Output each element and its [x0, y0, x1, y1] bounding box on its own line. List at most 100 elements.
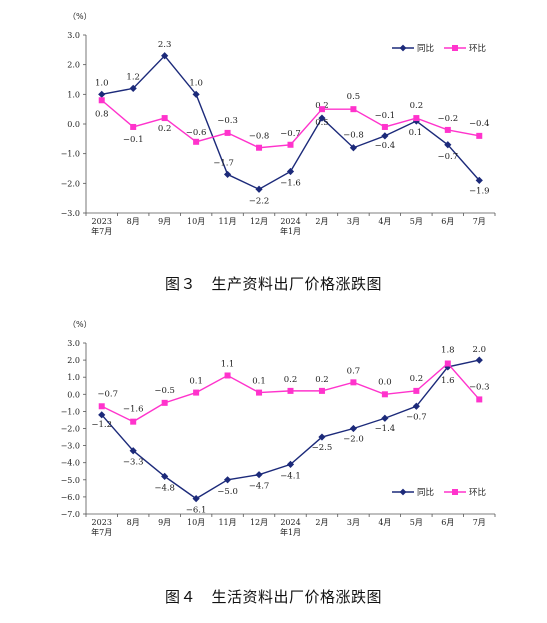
- x-tick-label: 11月: [218, 217, 236, 226]
- data-point-yoy: [192, 90, 200, 98]
- data-label-yoy: −5.0: [217, 487, 238, 497]
- legend-label: 同比: [417, 43, 434, 54]
- data-point-yoy: [98, 90, 106, 98]
- x-tick-label: 8月: [127, 518, 140, 527]
- data-point-mom: [476, 396, 483, 403]
- data-label-yoy: 0.2: [315, 101, 329, 111]
- data-point-mom: [381, 391, 388, 398]
- x-tick-label: 年7月: [91, 226, 112, 236]
- data-label-mom: 1.1: [221, 359, 235, 369]
- data-label-yoy: −0.4: [375, 141, 396, 151]
- x-tick-label: 2024: [280, 518, 300, 527]
- data-point-mom: [444, 360, 451, 367]
- x-tick-label: 年7月: [91, 527, 112, 537]
- data-point-yoy: [475, 356, 483, 364]
- x-tick-label: 7月: [473, 518, 486, 527]
- x-tick-label: 5月: [410, 217, 423, 226]
- data-label-yoy: 1.0: [95, 78, 109, 88]
- x-tick-label: 11月: [218, 518, 236, 527]
- data-label-mom: 0.8: [95, 109, 109, 119]
- data-label-mom: −1.6: [123, 405, 144, 415]
- data-label-yoy: −1.9: [469, 186, 490, 196]
- x-tick-label: 8月: [127, 217, 140, 226]
- data-label-mom: 0.2: [410, 374, 424, 384]
- x-tick-label: 5月: [410, 518, 423, 527]
- x-tick-label: 9月: [158, 518, 171, 527]
- data-point-yoy: [255, 185, 263, 193]
- y-tick-label: 2.0: [67, 61, 80, 70]
- data-label-yoy: 2.3: [158, 40, 172, 50]
- x-tick-label: 10月: [187, 217, 205, 226]
- unit-label: （%）: [68, 12, 92, 21]
- data-point-mom: [98, 97, 105, 104]
- data-point-mom: [130, 418, 137, 425]
- data-point-mom: [350, 106, 357, 113]
- data-point-mom: [381, 123, 388, 130]
- x-tick-label: 6月: [441, 217, 454, 226]
- data-point-mom: [224, 372, 231, 379]
- y-tick-label: −1.0: [61, 150, 80, 159]
- data-point-yoy: [192, 495, 200, 503]
- x-tick-label: 2023: [92, 518, 112, 527]
- x-tick-label: 2024: [280, 217, 300, 226]
- data-point-mom: [476, 132, 483, 139]
- x-tick-label: 7月: [473, 217, 486, 226]
- data-point-yoy: [381, 132, 389, 140]
- y-tick-label: −3.0: [61, 209, 80, 218]
- data-point-mom: [318, 106, 325, 113]
- chart-caption-producer-goods: 图３ 生产资料出厂价格涨跌图: [164, 275, 382, 293]
- chart-caption-consumer-goods: 图４ 生活资料出厂价格涨跌图: [164, 588, 382, 606]
- y-tick-label: −2.0: [61, 179, 80, 188]
- data-label-mom: 0.5: [347, 92, 361, 102]
- x-tick-label: 2月: [315, 217, 328, 226]
- data-point-yoy: [381, 414, 389, 422]
- data-point-mom: [413, 115, 420, 122]
- data-point-yoy: [129, 84, 137, 92]
- x-tick-label: 年1月: [280, 226, 301, 236]
- data-label-yoy: −2.5: [312, 443, 333, 453]
- data-label-mom: 0.0: [378, 377, 392, 387]
- y-tick-label: −2.0: [61, 425, 80, 434]
- data-label-mom: 0.2: [158, 124, 172, 134]
- legend-marker-diamond: [399, 44, 407, 52]
- data-point-mom: [193, 138, 200, 145]
- data-point-yoy: [475, 176, 483, 184]
- y-tick-label: 0.0: [67, 120, 80, 129]
- y-tick-label: 3.0: [67, 31, 80, 40]
- data-point-mom: [161, 115, 168, 122]
- data-point-mom: [224, 129, 231, 136]
- data-label-mom: 0.1: [252, 377, 266, 387]
- legend-label: 环比: [469, 43, 486, 54]
- data-label-mom: −0.7: [280, 129, 301, 139]
- data-label-mom: −0.1: [375, 111, 396, 121]
- y-tick-label: −3.0: [61, 442, 80, 451]
- data-point-yoy: [223, 476, 232, 484]
- data-label-yoy: −1.7: [213, 158, 234, 168]
- data-label-yoy: 1.2: [126, 72, 140, 82]
- y-tick-label: −4.0: [61, 459, 80, 468]
- data-label-yoy: 1.6: [441, 376, 455, 386]
- data-point-mom: [130, 123, 137, 130]
- data-label-mom: 0.2: [284, 375, 298, 385]
- data-point-yoy: [161, 52, 169, 60]
- data-point-yoy: [412, 402, 420, 410]
- x-tick-label: 10月: [187, 518, 205, 527]
- y-tick-label: −5.0: [61, 476, 80, 485]
- data-point-mom: [193, 389, 200, 396]
- data-point-mom: [444, 126, 451, 133]
- legend-label: 同比: [417, 487, 434, 498]
- data-label-yoy: −2.2: [249, 196, 270, 206]
- data-label-mom: −0.6: [186, 128, 207, 138]
- y-tick-label: 3.0: [67, 339, 80, 348]
- data-point-yoy: [255, 471, 263, 479]
- data-label-yoy: 2.0: [473, 345, 487, 355]
- data-label-mom: −0.5: [154, 386, 175, 396]
- data-label-yoy: −0.8: [343, 131, 364, 141]
- x-tick-label: 年1月: [280, 527, 301, 537]
- data-label-yoy: −4.8: [154, 483, 175, 493]
- data-label-yoy: −1.2: [91, 420, 112, 430]
- data-point-mom: [318, 387, 325, 394]
- x-tick-label: 3月: [347, 217, 360, 226]
- y-tick-label: −7.0: [61, 510, 80, 519]
